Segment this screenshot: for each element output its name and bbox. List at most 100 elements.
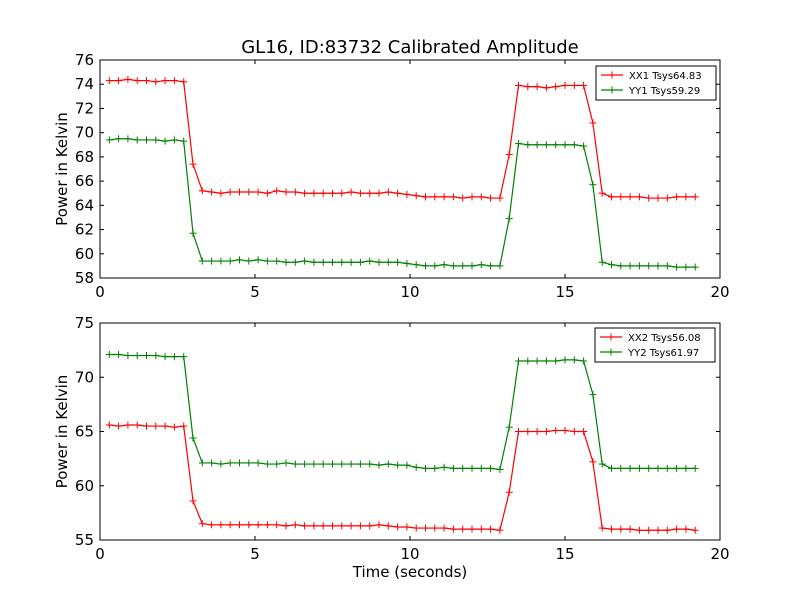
y-tick-label: 70	[75, 368, 94, 386]
y-tick-label: 64	[75, 196, 94, 214]
data-point	[273, 187, 281, 195]
series-line-1	[109, 424, 696, 531]
data-point	[654, 262, 662, 270]
data-point	[403, 461, 411, 469]
data-point	[170, 353, 178, 361]
data-point	[580, 357, 588, 365]
data-point	[589, 458, 597, 466]
data-point	[542, 141, 550, 149]
data-point	[301, 257, 309, 265]
data-point	[301, 189, 309, 197]
data-point	[161, 353, 169, 361]
data-point	[608, 525, 615, 533]
data-point	[673, 464, 681, 472]
y-axis-label: Power in Kelvin	[53, 112, 71, 226]
data-point	[319, 258, 327, 266]
data-point	[329, 258, 336, 266]
data-point	[105, 136, 113, 144]
data-point	[124, 421, 132, 429]
data-point	[477, 464, 485, 472]
data-point	[449, 464, 457, 472]
data-point	[254, 256, 262, 264]
data-point	[394, 189, 402, 197]
data-point	[515, 81, 522, 89]
data-point	[645, 464, 653, 472]
data-point	[440, 261, 448, 269]
data-point	[263, 257, 271, 265]
data-point	[245, 521, 253, 529]
data-point	[273, 521, 281, 529]
figure-title: GL16, ID:83732 Calibrated Amplitude	[241, 37, 579, 58]
data-point	[189, 497, 197, 505]
data-point	[645, 194, 653, 202]
data-point	[440, 463, 448, 471]
data-point	[254, 521, 262, 529]
data-point	[654, 526, 662, 534]
data-point	[524, 428, 532, 435]
data-point	[329, 460, 336, 468]
data-point	[412, 524, 420, 532]
data-point	[226, 521, 234, 529]
data-point	[496, 526, 504, 534]
data-point	[208, 257, 216, 265]
data-point	[347, 522, 355, 530]
data-point	[310, 189, 318, 197]
data-point	[198, 187, 206, 195]
data-point	[682, 193, 690, 201]
data-point	[236, 188, 243, 196]
data-point	[580, 81, 588, 89]
data-point	[598, 189, 606, 197]
data-point	[635, 193, 643, 201]
y-tick-label: 66	[75, 172, 94, 190]
data-point	[180, 137, 188, 145]
x-tick-label: 10	[400, 545, 419, 563]
data-point	[533, 141, 541, 149]
data-point	[375, 521, 383, 529]
data-point	[468, 262, 476, 270]
data-point	[533, 83, 541, 91]
data-point	[263, 460, 271, 468]
data-point	[552, 426, 560, 434]
legend-label: YY2 Tsys61.97	[627, 348, 699, 359]
data-point	[338, 189, 346, 197]
data-point	[524, 357, 532, 365]
legend-box	[595, 65, 717, 101]
data-point	[236, 459, 243, 467]
data-point	[422, 193, 429, 201]
data-point	[338, 258, 346, 266]
data-point	[143, 422, 150, 430]
data-point	[645, 526, 653, 534]
data-point	[189, 160, 197, 168]
data-point	[505, 150, 513, 158]
data-point	[124, 75, 132, 83]
x-axis-label: Time (seconds)	[352, 563, 468, 581]
data-point	[459, 525, 467, 533]
data-point	[635, 464, 643, 472]
data-point	[570, 428, 578, 435]
data-point	[310, 522, 318, 530]
y-tick-label: 68	[75, 148, 94, 166]
data-point	[366, 522, 374, 530]
data-point	[133, 136, 141, 144]
data-point	[282, 459, 290, 467]
y-axis-label: Power in Kelvin	[53, 375, 71, 489]
data-point	[580, 142, 588, 150]
data-point	[356, 460, 364, 468]
y-tick-label: 55	[75, 531, 94, 549]
data-point	[645, 262, 653, 270]
data-point	[487, 525, 495, 533]
data-point	[561, 356, 569, 364]
data-point	[412, 463, 420, 471]
data-point	[170, 423, 178, 431]
data-point	[152, 422, 160, 430]
data-point	[189, 434, 197, 442]
data-point	[608, 193, 615, 201]
data-point	[570, 141, 578, 149]
data-point	[552, 83, 560, 91]
data-point	[487, 464, 495, 472]
data-point	[245, 257, 253, 265]
bottom-subplot: 0 5 10 15 20 55 60 65 70 75 Power in Kelvin Time (s…	[53, 314, 730, 581]
data-point	[673, 263, 681, 271]
data-point	[403, 523, 411, 531]
data-point	[291, 258, 299, 266]
